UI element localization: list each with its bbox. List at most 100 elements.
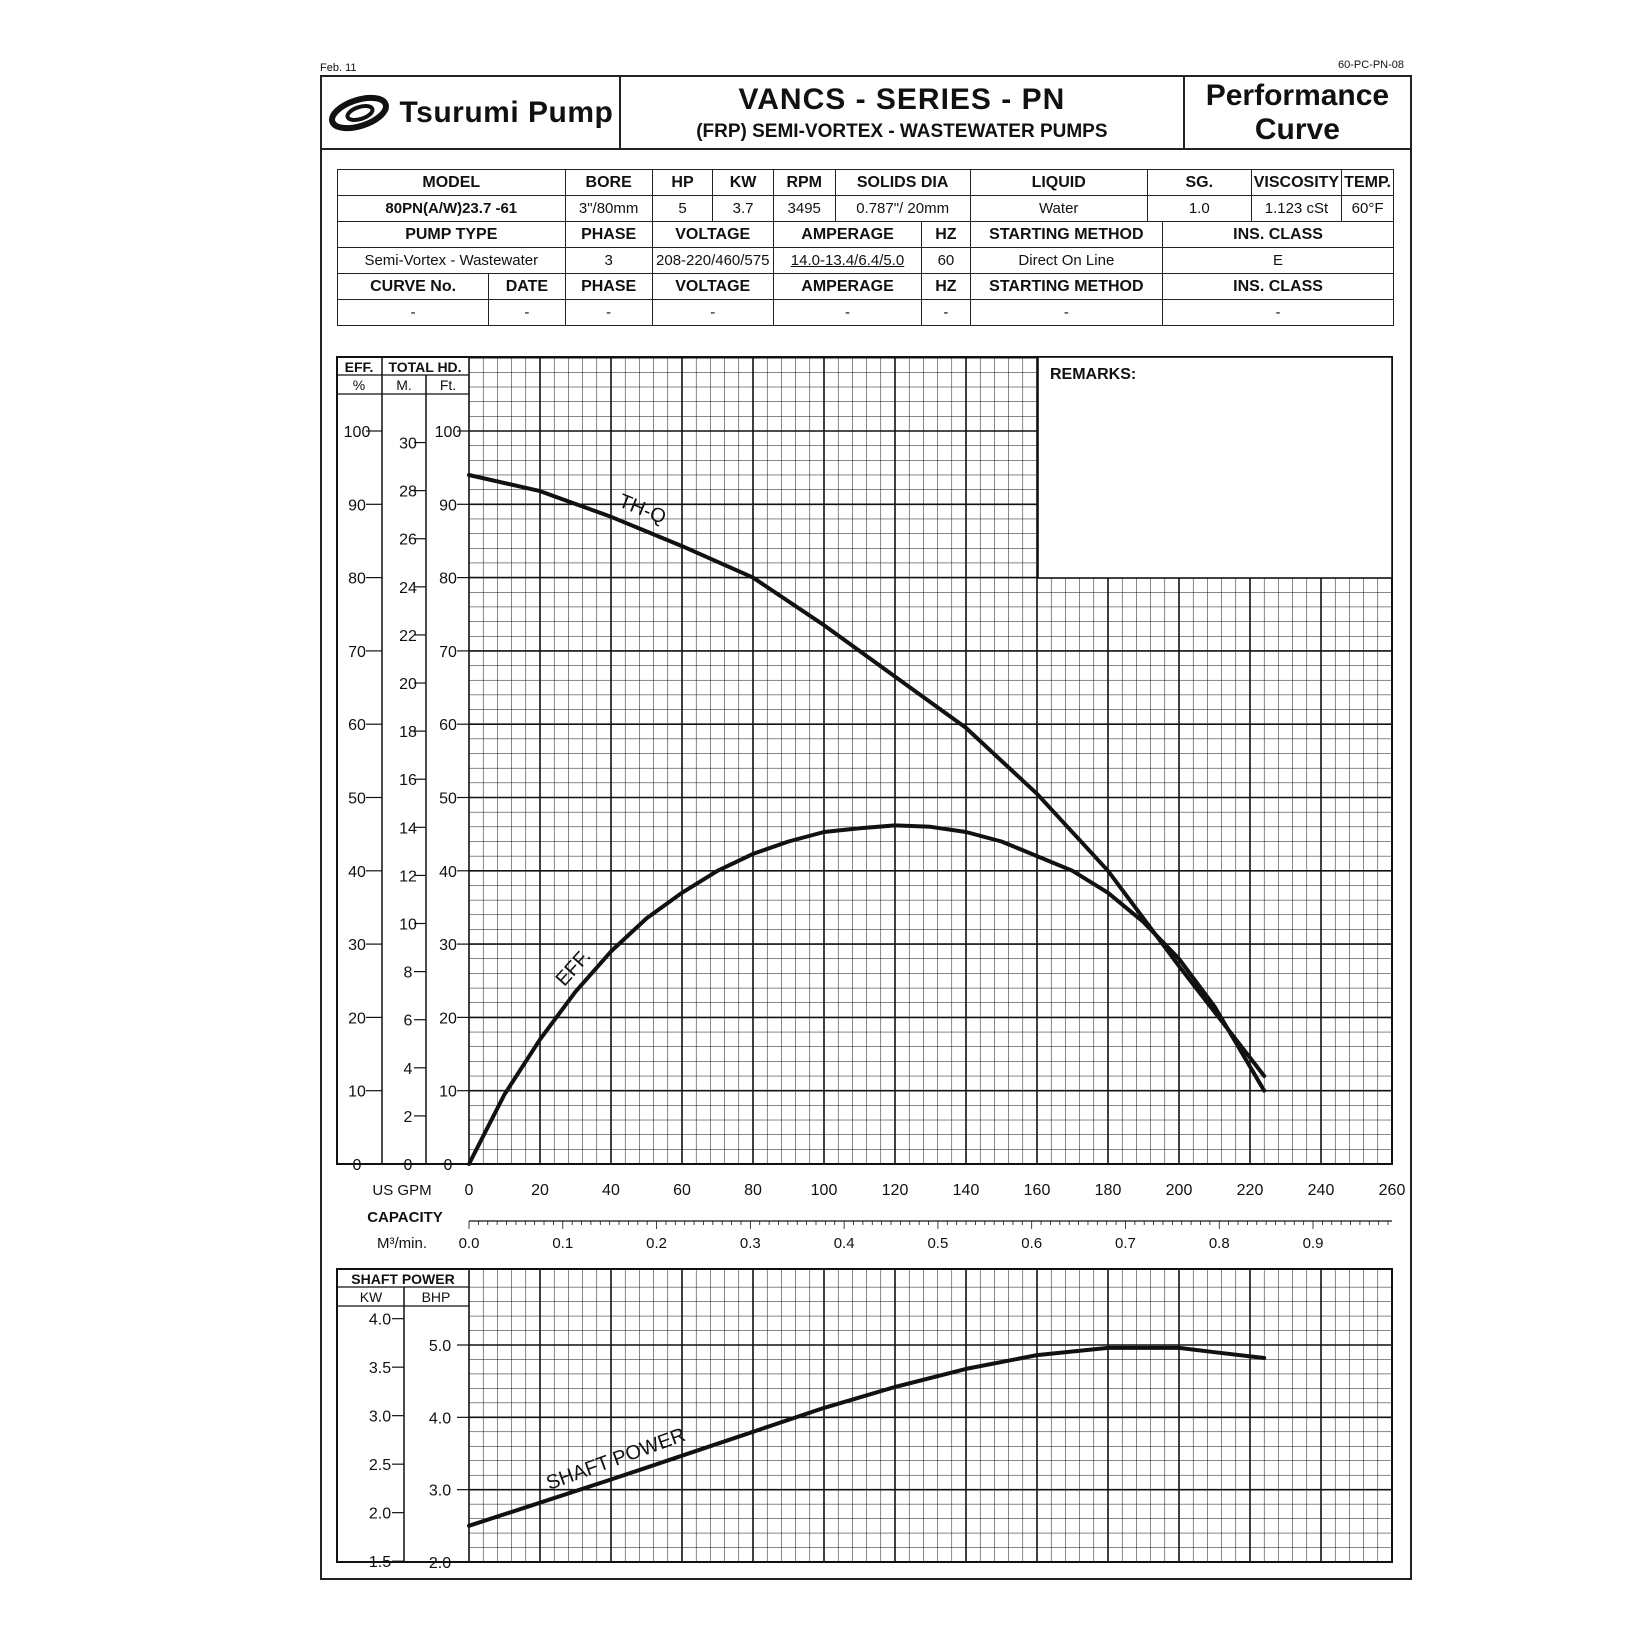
head-axis-label: TOTAL HD. xyxy=(388,359,461,375)
bhp-tick-label: 3.0 xyxy=(429,1483,451,1500)
performance-curve-title: Performance Curve xyxy=(1185,77,1410,148)
head-ft-tick-label: 60 xyxy=(439,717,457,734)
head-m-tick-label: 20 xyxy=(399,676,417,693)
eff-tick-label: 10 xyxy=(348,1084,366,1101)
spec-header-cell: BORE xyxy=(564,169,653,196)
eff-curve xyxy=(467,823,1267,1166)
head-ft-unit-label: Ft. xyxy=(440,377,456,393)
spec-header-cell: STARTING METHOD xyxy=(969,221,1164,248)
eff-tick-label: 80 xyxy=(348,571,366,588)
spec-value-cell: - xyxy=(921,299,971,326)
brand-name: Tsurumi Pump xyxy=(399,95,614,129)
shaft-power-curve xyxy=(467,1345,1267,1528)
x2-tick-label: 0.5 xyxy=(927,1235,948,1252)
spec-header-cell: DATE xyxy=(488,273,566,300)
spec-value-cell: 0.787"/ 20mm xyxy=(834,195,971,222)
shaft-power-title: SHAFT POWER xyxy=(351,1271,454,1287)
x-unit-label: US GPM xyxy=(372,1182,431,1199)
spec-value-cell: 14.0-13.4/6.4/5.0 xyxy=(772,247,923,274)
x-tick-label: 0 xyxy=(465,1182,474,1199)
bhp-tick-label: 2.0 xyxy=(429,1555,451,1572)
spec-value-cell: - xyxy=(564,299,653,326)
head-m-tick-label: 22 xyxy=(399,628,417,645)
spec-header-cell: SOLIDS DIA xyxy=(834,169,971,196)
eff-tick-label: 70 xyxy=(348,644,366,661)
x-tick-label: 80 xyxy=(744,1182,762,1199)
x2-tick-label: 0.2 xyxy=(646,1235,667,1252)
spec-value-cell: 3"/80mm xyxy=(564,195,653,222)
spec-value-cell: - xyxy=(336,299,490,326)
spec-value-cell: - xyxy=(1162,299,1394,326)
head-m-tick-label: 10 xyxy=(399,917,417,934)
head-m-tick-label: 2 xyxy=(404,1109,413,1126)
x-tick-label: 20 xyxy=(531,1182,549,1199)
spec-header-cell: SG. xyxy=(1146,169,1252,196)
eff-tick-label: 0 xyxy=(353,1157,362,1174)
head-m-tick-label: 26 xyxy=(399,532,417,549)
spec-value-cell: 1.123 cSt xyxy=(1250,195,1343,222)
spec-value-cell: - xyxy=(772,299,923,326)
spec-header-cell: KW xyxy=(712,169,774,196)
head-m-tick-label: 16 xyxy=(399,772,417,789)
x-tick-label: 260 xyxy=(1379,1182,1406,1199)
head-m-tick-label: 6 xyxy=(404,1013,413,1030)
spec-header-cell: VOLTAGE xyxy=(651,273,774,300)
kw-tick-label: 4.0 xyxy=(369,1312,391,1329)
spec-header-cell: MODEL xyxy=(337,169,566,196)
x-tick-label: 60 xyxy=(673,1182,691,1199)
head-m-tick-label: 18 xyxy=(399,724,417,741)
spec-value-cell: - xyxy=(651,299,774,326)
head-ft-tick-label: 50 xyxy=(439,791,457,808)
eff-curve-label: EFF. xyxy=(552,945,596,990)
x-tick-label: 100 xyxy=(811,1182,838,1199)
x-tick-label: 140 xyxy=(953,1182,980,1199)
x2-tick-label: 0.0 xyxy=(459,1235,480,1252)
spec-value-cell: 5 xyxy=(651,195,714,222)
head-ft-tick-label: 0 xyxy=(444,1157,453,1174)
x2-tick-label: 0.1 xyxy=(552,1235,573,1252)
head-m-tick-label: 0 xyxy=(404,1157,413,1174)
x-tick-label: 200 xyxy=(1166,1182,1193,1199)
spec-value-cell: Water xyxy=(969,195,1148,222)
kw-tick-label: 2.0 xyxy=(369,1506,391,1523)
spec-header-cell: INS. CLASS xyxy=(1162,221,1394,248)
x2-tick-label: 0.6 xyxy=(1021,1235,1042,1252)
head-ft-tick-label: 20 xyxy=(439,1010,457,1027)
eff-axis-label: EFF. xyxy=(345,359,374,375)
eff-tick-label: 50 xyxy=(348,791,366,808)
eff-tick-label: 60 xyxy=(348,717,366,734)
eff-tick-label: 90 xyxy=(348,497,366,514)
x-tick-label: 160 xyxy=(1024,1182,1051,1199)
spec-row-1-headers: MODEL BORE HP KW RPM SOLIDS DIA LIQUID S… xyxy=(337,169,1394,196)
x-tick-label: 220 xyxy=(1237,1182,1264,1199)
series-block: VANCS - SERIES - PN (FRP) SEMI-VORTEX - … xyxy=(621,77,1185,148)
head-ft-tick-label: 100 xyxy=(435,424,462,441)
bhp-tick-label: 4.0 xyxy=(429,1410,451,1427)
x-tick-label: 40 xyxy=(602,1182,620,1199)
spec-header-cell: AMPERAGE xyxy=(772,221,923,248)
spec-header-cell: HP xyxy=(651,169,714,196)
kw-tick-label: 2.5 xyxy=(369,1457,391,1474)
date-stamp: Feb. 11 xyxy=(320,62,357,74)
doc-type-line-2: Curve xyxy=(1254,112,1340,146)
remarks-box xyxy=(1037,356,1393,579)
eff-tick-label: 100 xyxy=(344,424,371,441)
spec-row-1-values: 80PN(A/W)23.7 -61 3"/80mm 5 3.7 3495 0.7… xyxy=(337,195,1394,222)
kw-tick-label: 3.5 xyxy=(369,1360,391,1377)
bhp-unit-label: BHP xyxy=(422,1289,451,1305)
head-m-tick-label: 12 xyxy=(399,868,417,885)
head-m-tick-label: 30 xyxy=(399,436,417,453)
x-tick-label: 240 xyxy=(1308,1182,1335,1199)
kw-unit-label: KW xyxy=(360,1289,383,1305)
header: Tsurumi Pump VANCS - SERIES - PN (FRP) S… xyxy=(320,75,1412,150)
series-title: VANCS - SERIES - PN xyxy=(738,82,1066,116)
remarks-label: REMARKS: xyxy=(1050,366,1136,383)
bhp-tick-label: 5.0 xyxy=(429,1338,451,1355)
x2-tick-label: 0.3 xyxy=(740,1235,761,1252)
th-q-curve xyxy=(467,473,1267,1078)
spec-value-cell: 60 xyxy=(921,247,971,274)
head-m-tick-label: 14 xyxy=(399,820,417,837)
spec-header-cell: INS. CLASS xyxy=(1162,273,1394,300)
x2-tick-label: 0.4 xyxy=(834,1235,855,1252)
